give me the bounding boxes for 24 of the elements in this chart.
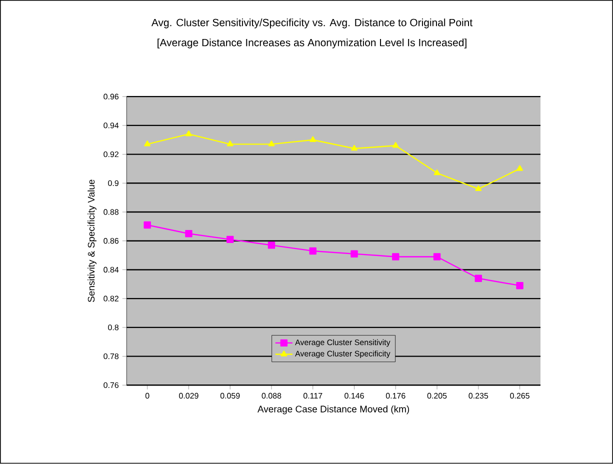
point: [433, 253, 441, 260]
point: [392, 253, 400, 260]
point: [351, 145, 358, 151]
point: [516, 282, 524, 290]
point: [186, 130, 192, 136]
point: [434, 170, 440, 176]
point: [392, 142, 399, 148]
point: [350, 250, 358, 258]
point: [516, 165, 523, 171]
point: [144, 222, 151, 229]
point: [268, 140, 275, 146]
point: [268, 242, 276, 249]
point: [144, 140, 151, 146]
chart-title: Avg. Cluster Sensitivity/Specificity vs. Avg. Distance to Original Point: [151, 18, 472, 28]
point: [310, 136, 316, 142]
point: [309, 248, 316, 255]
point: [226, 236, 234, 244]
x-axis-title: Average Case Distance Moved (km): [258, 406, 410, 414]
point: [474, 274, 482, 282]
point: [475, 185, 482, 192]
y-axis-title: Sensitivity & Specificity Value: [88, 180, 96, 302]
chart-subtitle: [Average Distance Increases as Anonymization Level Is Increased]: [158, 38, 466, 48]
point: [226, 140, 234, 146]
point: [185, 230, 192, 238]
